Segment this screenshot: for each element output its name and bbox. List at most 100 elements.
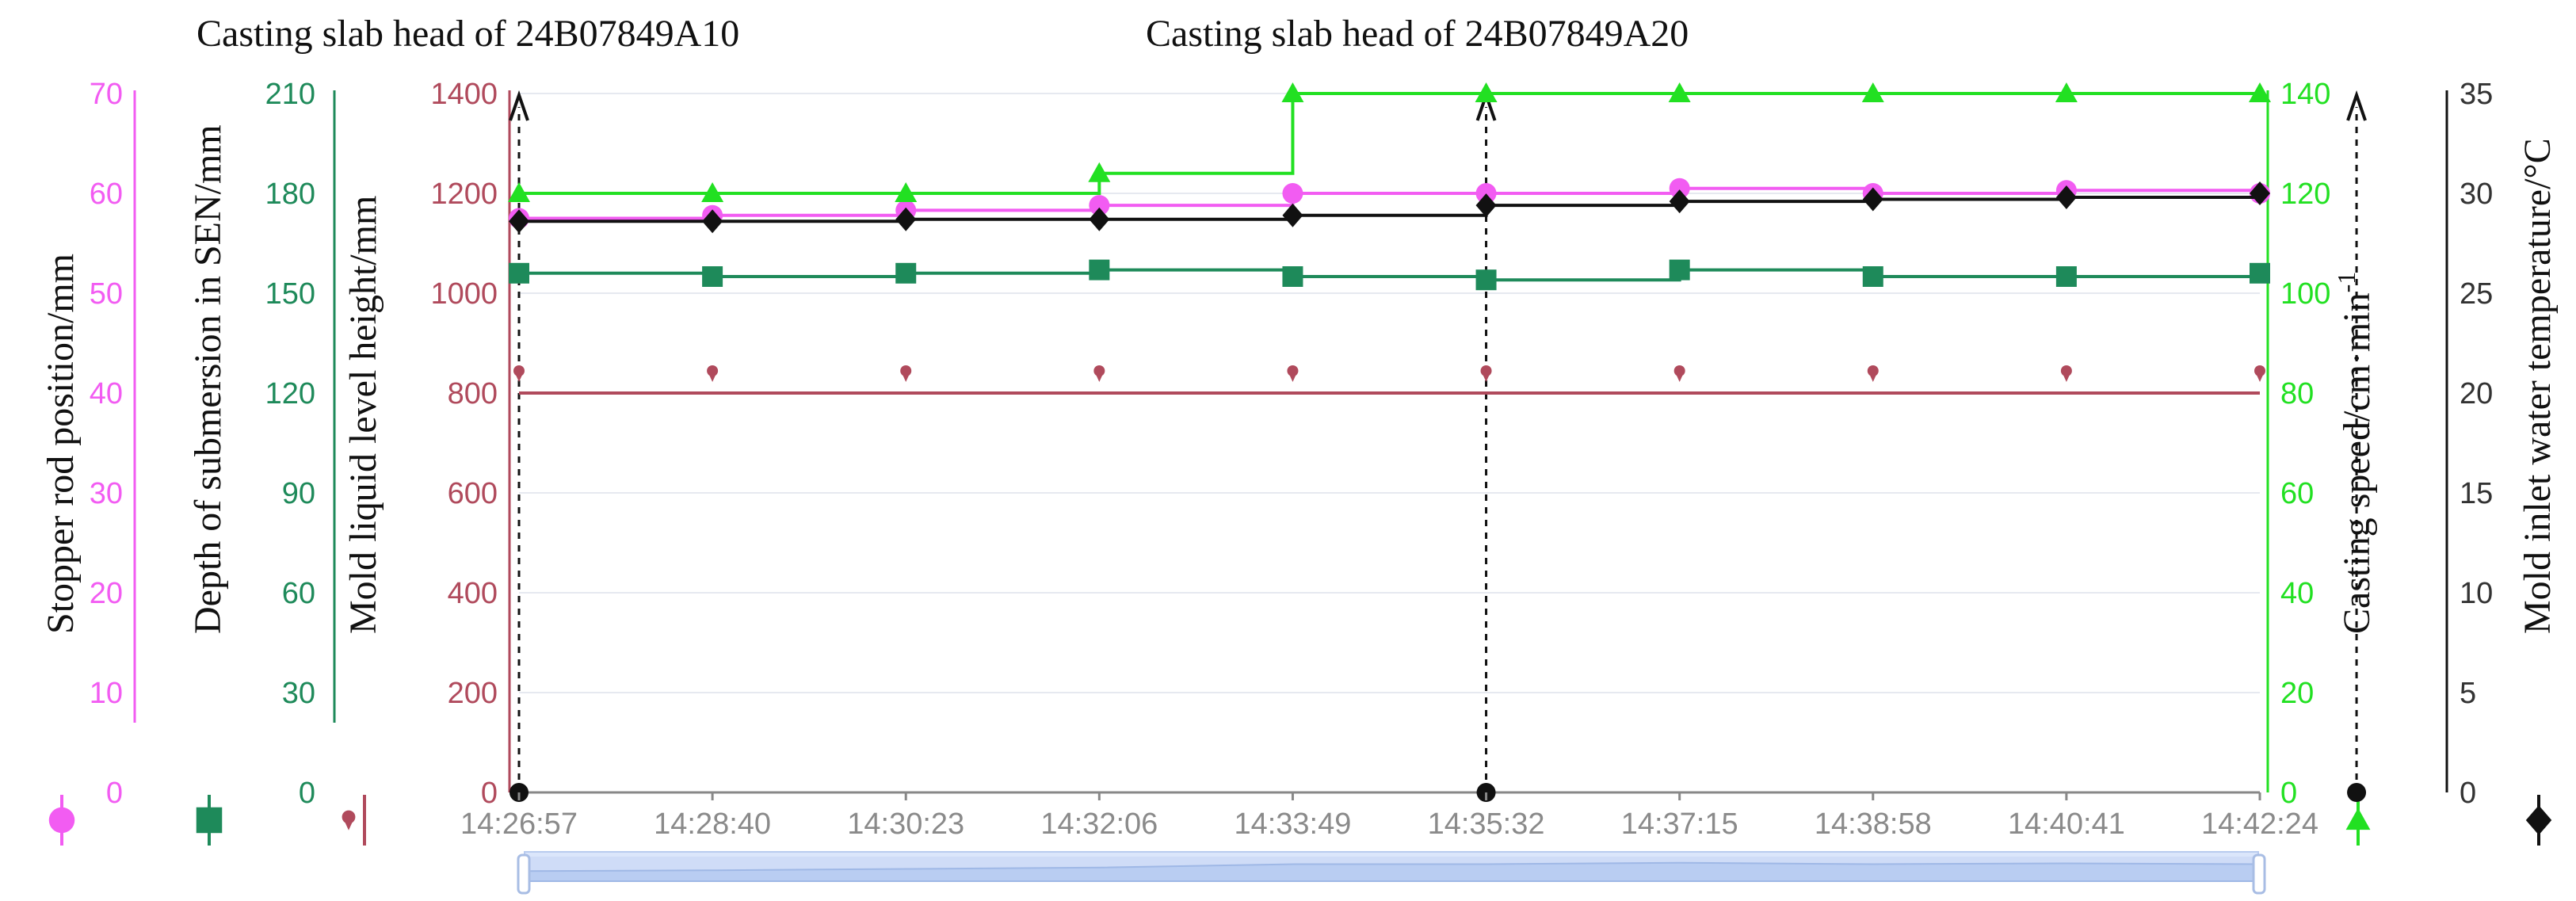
data-point xyxy=(1093,365,1105,382)
y-axis-title-text: Casting speed/cm·min xyxy=(2336,292,2378,634)
y-tick-label: 150 xyxy=(265,277,315,311)
pin-tip xyxy=(1095,373,1104,382)
y-tick-label: 200 xyxy=(448,677,498,710)
data-point xyxy=(509,262,529,284)
y-tick-label: 0 xyxy=(481,777,498,810)
y-axis-title: Mold liquid level height/mm xyxy=(342,196,384,634)
y-tick-label: 20 xyxy=(2460,377,2493,410)
y-tick-label: 400 xyxy=(448,577,498,610)
data-point xyxy=(1281,82,1304,102)
pin-tip xyxy=(1288,373,1297,382)
data-point xyxy=(1088,162,1111,182)
y-tick-label: 25 xyxy=(2460,277,2493,311)
data-point xyxy=(900,365,912,382)
series-sen xyxy=(509,259,2270,291)
y-tick-label: 15 xyxy=(2460,477,2493,510)
y-axis-speed: 0 20 40 60 80 100 120 140 Casting speed/cm·min-1 xyxy=(2266,78,2378,846)
y-axis-sen: 0 30 60 90 120 150 180 210 Depth of submersion i… xyxy=(187,78,336,846)
pin-tip xyxy=(1868,373,1877,382)
data-point xyxy=(2055,185,2077,210)
data-point xyxy=(1669,259,1690,281)
y-tick-label: 1200 xyxy=(430,178,498,211)
legend-marker xyxy=(48,807,75,834)
data-point xyxy=(895,182,918,202)
y-tick-label: 20 xyxy=(2280,677,2314,710)
y-tick-label: 100 xyxy=(2280,277,2330,311)
y-tick-label: 30 xyxy=(90,477,123,510)
slab-head-arrow xyxy=(2346,90,2367,121)
series-level xyxy=(513,365,2265,395)
x-axis: 14:26:57 14:28:40 14:30:23 14:32:06 14:33:49… xyxy=(460,792,2318,841)
data-point xyxy=(702,266,723,287)
y-tick-label: 600 xyxy=(448,477,498,510)
y-tick-label: 120 xyxy=(265,377,315,410)
data-point xyxy=(508,182,530,202)
zoom-handle-right[interactable] xyxy=(2252,853,2266,895)
pin-tip xyxy=(1482,373,1490,382)
data-point xyxy=(1282,183,1303,204)
y-tick-label: 10 xyxy=(2460,577,2493,610)
data-point xyxy=(2055,266,2077,287)
data-point xyxy=(1475,183,1497,204)
y-tick-label: 70 xyxy=(90,78,123,111)
legend-marker xyxy=(2345,807,2371,830)
x-tick-label: 14:33:49 xyxy=(1234,807,1351,841)
annotation-slab-a20: Casting slab head of 24B07849A20 xyxy=(1146,13,1689,55)
y-axis-title: Casting speed/cm·min-1 xyxy=(2332,272,2378,634)
data-point xyxy=(513,365,525,382)
y-tick-label: 0 xyxy=(299,777,315,810)
y-tick-label: 35 xyxy=(2460,78,2493,111)
y-axis-title: Mold inlet water temperature/°C xyxy=(2517,138,2559,634)
pin-tip xyxy=(708,373,717,382)
data-point xyxy=(1862,187,1883,212)
y-tick-label: 210 xyxy=(265,78,315,111)
legend-icon-temp xyxy=(2525,795,2552,846)
y-axis-title-text: Mold inlet water temperature/°C xyxy=(2517,138,2559,634)
legend-icon-sen xyxy=(196,795,223,846)
y-axis-title-text: Depth of submersion in SEN/mm xyxy=(187,124,229,634)
data-point xyxy=(2250,181,2270,205)
y-axis-temp: 0 5 10 15 20 25 30 35 Mold inlet water temperatu… xyxy=(2445,78,2559,846)
x-tick-label: 14:26:57 xyxy=(460,807,578,841)
legend-icon-stopper xyxy=(48,795,75,846)
slab-head-arrow xyxy=(509,90,529,121)
y-tick-label: 50 xyxy=(90,277,123,311)
data-point xyxy=(1089,195,1110,216)
event-markers xyxy=(509,90,2367,802)
y-tick-label: 1400 xyxy=(430,78,498,111)
legend-icon-level xyxy=(342,795,366,846)
y-tick-label: 140 xyxy=(2280,78,2330,111)
data-zoom-slider[interactable] xyxy=(517,851,2266,895)
y-tick-label: 800 xyxy=(448,377,498,410)
x-tick-label: 14:32:06 xyxy=(1040,807,1158,841)
data-point xyxy=(1668,82,1691,102)
data-point xyxy=(1475,193,1497,218)
series xyxy=(508,82,2271,395)
data-point xyxy=(1475,269,1497,291)
data-point xyxy=(509,209,529,234)
y-axis-level: 0 200 400 600 800 1000 1200 1400 Mold liquid lev… xyxy=(342,78,511,846)
y-tick-label: 90 xyxy=(282,477,315,510)
data-point xyxy=(1282,203,1303,227)
slab-head-dot xyxy=(2347,783,2367,802)
data-point xyxy=(701,182,724,202)
y-axis-title: Stopper rod position/mm xyxy=(40,254,82,634)
y-tick-label: 40 xyxy=(90,377,123,410)
data-point xyxy=(2254,365,2265,382)
x-tick-label: 14:30:23 xyxy=(847,807,964,841)
pin-tip xyxy=(2256,373,2264,382)
x-tick-label: 14:37:15 xyxy=(1621,807,1738,841)
y-tick-label: 10 xyxy=(90,677,123,710)
pin-tip xyxy=(1675,373,1684,382)
data-point xyxy=(1287,365,1299,382)
slab-head-marker xyxy=(2346,90,2367,802)
pin-tip xyxy=(902,373,910,382)
data-point xyxy=(1867,365,1879,382)
series-line xyxy=(519,268,2261,282)
y-tick-label: 0 xyxy=(2460,777,2476,810)
data-point xyxy=(2055,82,2078,102)
legend-marker xyxy=(342,810,356,830)
data-point xyxy=(1475,82,1498,102)
zoom-handle-left[interactable] xyxy=(517,853,531,895)
